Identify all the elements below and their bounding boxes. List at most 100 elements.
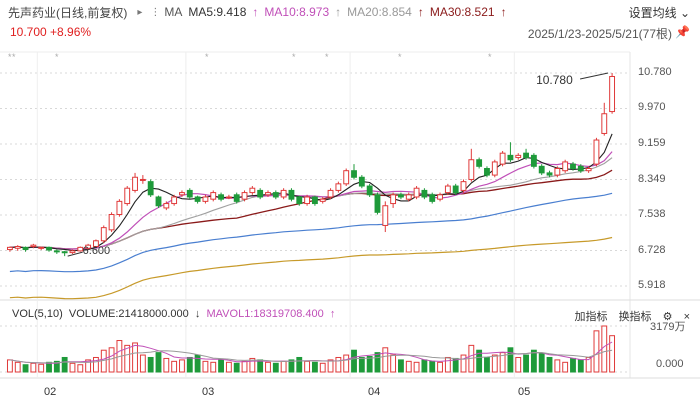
ma-label: MA — [164, 5, 183, 19]
candle-body — [343, 170, 350, 185]
candle-body — [272, 192, 279, 198]
volume-bar — [280, 360, 287, 373]
volume-bar — [460, 354, 467, 373]
candle-body — [280, 189, 287, 198]
volume-bar — [398, 359, 404, 373]
x-label-mar: 03 — [202, 386, 215, 398]
volume-bar — [311, 361, 318, 373]
candle — [241, 190, 248, 202]
volume-bar — [155, 352, 162, 373]
candle-body — [257, 189, 264, 198]
ma-settings-button[interactable]: 设置均线 ⌄ — [629, 4, 690, 21]
volume-bar — [343, 354, 350, 373]
mavol-value: MAVOL1:18319708.400 — [206, 308, 324, 320]
candle — [491, 159, 498, 178]
candle-body — [93, 240, 99, 247]
candle-body — [413, 187, 420, 198]
candle-body — [179, 192, 185, 196]
candle-body — [116, 200, 123, 216]
candle — [460, 179, 467, 193]
candle-body — [296, 196, 303, 205]
candle — [100, 225, 107, 243]
up-arrow-icon: ↑ — [329, 308, 336, 320]
candle-body — [311, 196, 318, 205]
candle-body — [577, 165, 584, 172]
candle-body — [155, 196, 162, 207]
candle — [280, 188, 287, 200]
candle — [38, 246, 45, 250]
candle-body — [265, 192, 271, 196]
add-indicator-button[interactable]: 加指标 — [574, 311, 608, 323]
volume-bar — [335, 356, 342, 373]
date-range[interactable]: 2025/1/23-2025/5/21(77根) — [527, 27, 672, 41]
gear-icon[interactable]: ⚙ — [662, 311, 673, 323]
candle-body — [593, 139, 600, 165]
candle — [69, 249, 76, 254]
candle — [272, 190, 279, 200]
volume-bar — [437, 361, 443, 373]
candle-body — [85, 244, 92, 249]
volume-bar — [77, 364, 84, 373]
candle-body — [499, 152, 506, 165]
stock-title[interactable]: 先声药业(日线,前复权) — [8, 5, 128, 20]
candle-body — [405, 194, 412, 200]
candle — [30, 243, 37, 249]
volume-bar — [538, 353, 545, 373]
pin-icon[interactable]: 📌 — [675, 25, 690, 39]
ma-legend-row: 先声药业(日线,前复权) ▸ ⋮ MA MA5:9.418 ↑ MA10:8.9… — [8, 4, 513, 20]
dots-icon[interactable]: ⋮ — [150, 6, 161, 18]
min-marker-label: 6.600 — [83, 245, 111, 257]
candle — [304, 194, 311, 206]
volume-bar — [163, 357, 170, 373]
candle-body — [38, 246, 45, 249]
candle — [398, 192, 404, 200]
candle-body — [225, 196, 232, 199]
candle — [444, 183, 451, 195]
candle — [77, 246, 84, 252]
volume-bar — [288, 359, 295, 373]
vol-label: VOL(5,10) — [12, 308, 63, 320]
candle-body — [202, 196, 209, 202]
candle — [257, 188, 264, 200]
candle — [249, 186, 256, 195]
candle-body — [570, 163, 576, 170]
volume-bar — [507, 347, 514, 373]
candle-body — [108, 214, 115, 231]
ma20-arrow-icon: ↑ — [335, 5, 342, 19]
candle-body — [507, 154, 514, 161]
expand-right-icon[interactable]: ▸ — [137, 6, 143, 18]
volume-bar — [562, 361, 569, 373]
price-tick-label: 10.780 — [638, 66, 672, 78]
candle-body — [366, 185, 373, 196]
candle — [554, 166, 561, 178]
volume-bar — [413, 361, 420, 373]
candle-body — [476, 159, 483, 167]
volume-bar — [499, 352, 506, 373]
candle-body — [351, 170, 357, 178]
candle — [225, 194, 232, 200]
volume-bar — [194, 354, 201, 373]
candle-body — [46, 246, 52, 251]
volume-bar — [132, 342, 138, 373]
candle — [171, 194, 178, 206]
candle — [265, 190, 271, 197]
candle — [429, 192, 436, 204]
volume-bar — [530, 349, 537, 373]
candle-body — [163, 203, 170, 209]
candle — [186, 188, 193, 200]
candle-body — [437, 194, 443, 200]
x-label-apr: 04 — [368, 386, 381, 398]
volume-bar — [69, 362, 76, 373]
down-arrow-icon: ↓ — [194, 308, 201, 320]
close-icon[interactable]: × — [683, 311, 690, 323]
volume-bar — [444, 356, 451, 373]
candle — [288, 188, 295, 202]
candle — [22, 246, 29, 252]
candle-body — [358, 176, 365, 187]
switch-indicator-button[interactable]: 换指标 — [618, 311, 652, 323]
volume-bar — [272, 362, 279, 373]
volume-bar — [570, 357, 576, 373]
volume-bar — [546, 356, 553, 373]
candle-body — [468, 159, 475, 180]
